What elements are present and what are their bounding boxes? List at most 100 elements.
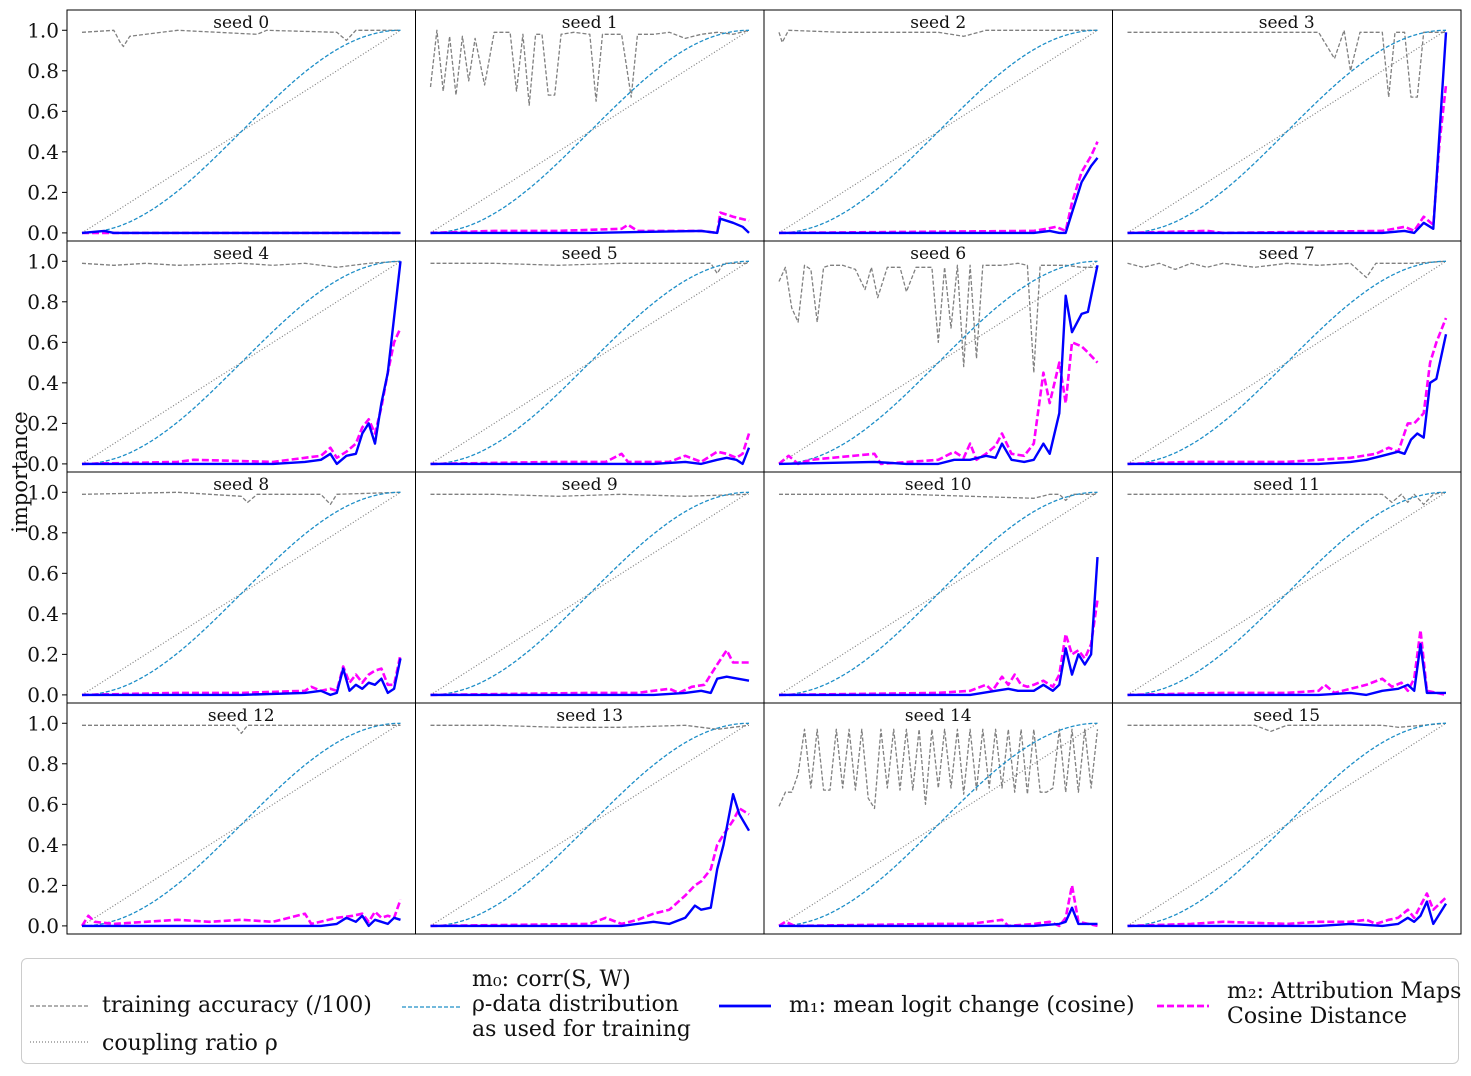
seed-8-ytick-label: 0.4: [27, 602, 59, 626]
seed-0-ytick-label: 0.8: [27, 59, 59, 83]
seed-6-title: seed 6: [910, 244, 966, 264]
seed-10-title: seed 10: [905, 475, 972, 495]
seed-8-ytick-label: 0.2: [27, 642, 59, 666]
seed-8-m1-line: [82, 658, 402, 697]
seed-15-frame: [1112, 702, 1462, 935]
legend-label-rho: coupling ratio ρ: [102, 1031, 278, 1056]
seed-8-ytick-label: 0.8: [27, 521, 59, 545]
legend-swatch-m0: [402, 1006, 460, 1008]
seed-15-m1-line: [1127, 900, 1448, 928]
seed-4-m2-line: [81, 327, 402, 466]
seed-12-title: seed 12: [208, 706, 275, 726]
seed-0-ytick-label: 0.2: [27, 180, 59, 204]
seed-0-ytick-label: 0.4: [27, 140, 59, 164]
seed-10-m0-line: [778, 491, 1098, 696]
legend-swatch-rho: [30, 1041, 88, 1043]
seed-5-m0-line: [430, 260, 750, 465]
seed-11-frame: [1112, 471, 1462, 704]
seed-9-title: seed 9: [562, 475, 618, 495]
y-axis-label: importance: [8, 411, 32, 532]
seed-2-title: seed 2: [910, 13, 966, 33]
seed-7-m1-line: [1127, 333, 1448, 466]
seed-4-m0-line: [81, 260, 401, 465]
seed-15-m2-line: [1127, 892, 1447, 928]
seed-2-m2-line: [778, 141, 1099, 235]
seed-3-m0-line: [1127, 29, 1447, 234]
seed-0-m1-line: [81, 229, 401, 235]
seed-4-ytick-label: 1.0: [27, 249, 59, 273]
seed-12-m1-line: [82, 914, 401, 928]
seed-5-accuracy-line: [430, 262, 749, 275]
seed-1-m1-line: [430, 217, 750, 235]
seed-4-ytick-label: 0.8: [27, 290, 59, 314]
seed-4-ytick-label: 0.4: [27, 371, 59, 395]
legend-label-m0-line1: m₀: corr(S, W): [472, 967, 631, 992]
seed-10-m2-line: [778, 599, 1099, 697]
seed-14-frame: [763, 702, 1113, 935]
seed-0-frame: [66, 9, 416, 242]
seed-7-m2-line: [1127, 317, 1448, 466]
seed-9-m0-line: [430, 491, 750, 696]
seed-8-ytick-label: 0.6: [27, 561, 59, 585]
seed-11-accuracy-line: [1127, 491, 1447, 506]
seed-3-m2-line: [1127, 84, 1448, 235]
seed-11-m0-line: [1127, 491, 1447, 696]
seed-9-accuracy-line: [430, 493, 750, 497]
seed-14-title: seed 14: [905, 706, 972, 726]
seed-12-frame: [66, 702, 416, 935]
seed-8-frame: [66, 471, 416, 704]
seed-13-accuracy-line: [430, 724, 750, 730]
seed-3-accuracy-line: [1127, 29, 1446, 98]
seed-5-m1-line: [430, 447, 751, 466]
seed-2-accuracy-line: [778, 29, 1098, 44]
seed-12-ytick-label: 0.8: [27, 752, 59, 776]
seed-3-m1-line: [1127, 32, 1448, 235]
seed-1-title: seed 1: [562, 13, 618, 33]
seed-9-m2-line: [430, 649, 749, 697]
seed-13-m2-line: [430, 807, 750, 928]
legend-label-m2-line1: m₂: Attribution Maps: [1227, 979, 1462, 1004]
seed-11-m1-line: [1127, 643, 1446, 697]
seed-15-accuracy-line: [1127, 722, 1447, 733]
seed-6-accuracy-line: [778, 262, 1098, 374]
legend: training accuracy (/100) coupling ratio …: [21, 958, 1462, 1064]
seed-1-accuracy-line: [429, 29, 750, 106]
legend-label-m1: m₁: mean logit change (cosine): [789, 993, 1135, 1018]
legend-label-m2-line2: Cosine Distance: [1227, 1004, 1408, 1029]
seed-13-title: seed 13: [556, 706, 623, 726]
seed-6-m1-line: [778, 265, 1099, 466]
seed-5-m2-line: [430, 433, 751, 466]
seed-1-frame: [415, 9, 765, 242]
seed-12-m0-line: [81, 722, 401, 927]
seed-12-ytick-label: 1.0: [27, 711, 59, 735]
seed-12-ytick-label: 0.6: [27, 792, 59, 816]
seed-3-frame: [1112, 9, 1462, 242]
seed-0-m0-line: [81, 29, 401, 234]
seed-11-title: seed 11: [1253, 475, 1320, 495]
legend-label-m0-line2: ρ-data distribution: [472, 992, 679, 1017]
seed-1-m0-line: [430, 29, 750, 234]
seed-6-frame: [763, 240, 1113, 473]
seed-3-title: seed 3: [1259, 13, 1315, 33]
seed-8-title: seed 8: [213, 475, 269, 495]
seed-6-m0-line: [778, 260, 1098, 465]
seed-8-ytick-label: 0.0: [27, 683, 59, 707]
seed-2-frame: [763, 9, 1113, 242]
seed-0-accuracy-line: [81, 29, 401, 48]
seed-15-m0-line: [1127, 722, 1447, 927]
seed-8-m2-line: [81, 654, 402, 697]
seed-7-m0-line: [1127, 260, 1447, 465]
seed-13-m1-line: [430, 793, 751, 928]
seed-12-m2-line: [80, 899, 402, 927]
seed-14-m1-line: [779, 906, 1098, 928]
seed-4-accuracy-line: [81, 260, 401, 268]
legend-swatch-m2: [1157, 1004, 1209, 1008]
seed-4-title: seed 4: [213, 244, 269, 264]
legend-label-m0-line3: as used for training: [472, 1017, 691, 1042]
seed-2-m0-line: [778, 29, 1098, 234]
seed-9-frame: [415, 471, 765, 704]
seed-12-ytick-label: 0.2: [27, 873, 59, 897]
seed-7-frame: [1112, 240, 1462, 473]
seed-14-m0-line: [778, 722, 1098, 927]
